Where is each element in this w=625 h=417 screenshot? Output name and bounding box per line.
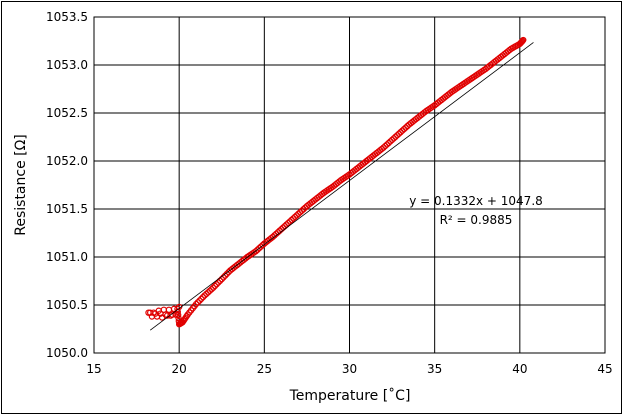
x-tick-label: 35 <box>427 362 442 376</box>
trendline <box>149 42 534 331</box>
r-squared-label: R² = 0.9885 <box>440 213 513 227</box>
data-point <box>194 299 202 306</box>
data-point <box>174 311 182 319</box>
trendline-equation: y = 0.1332x + 1047.8 <box>409 194 543 208</box>
y-tick-label: 1052.5 <box>46 106 88 120</box>
data-point <box>393 132 401 139</box>
data-points <box>145 36 527 328</box>
x-axis-label: Temperature [˚C] <box>289 387 411 404</box>
x-tick-label: 20 <box>172 362 187 376</box>
y-tick-label: 1052.0 <box>46 154 88 168</box>
data-point <box>208 286 215 293</box>
data-point <box>402 124 409 131</box>
data-point <box>257 243 265 250</box>
data-point <box>213 281 220 288</box>
y-tick-label: 1051.0 <box>46 250 88 264</box>
data-point <box>519 37 526 45</box>
data-point <box>196 297 203 304</box>
data-point <box>206 287 214 294</box>
data-point <box>291 213 299 221</box>
y-tick-label: 1051.5 <box>46 202 88 216</box>
gridlines <box>94 17 605 353</box>
y-tick-label: 1050.5 <box>46 298 88 312</box>
data-point <box>199 293 207 301</box>
x-tick-label: 30 <box>342 362 357 376</box>
y-axis-label: Resistance [Ω] <box>13 134 29 236</box>
data-point <box>385 139 392 147</box>
y-tick-labels: 1050.0 1050.5 1051.0 1051.5 1052.0 1052.5 1053… <box>46 10 88 360</box>
y-tick-label: 1053.5 <box>46 10 88 24</box>
data-point <box>211 282 219 290</box>
data-point <box>198 295 205 303</box>
x-tick-label: 15 <box>86 362 101 376</box>
data-point <box>191 302 198 310</box>
data-point <box>169 311 176 318</box>
data-point <box>147 309 154 316</box>
y-tick-label: 1053.0 <box>46 58 88 72</box>
x-tick-label: 45 <box>597 362 612 376</box>
data-point <box>223 270 231 278</box>
x-tick-labels: 15 20 25 30 35 40 45 <box>86 362 612 376</box>
x-tick-label: 25 <box>257 362 272 376</box>
data-point <box>215 279 222 286</box>
data-point <box>283 221 290 228</box>
data-point <box>174 305 181 313</box>
x-tick-label: 40 <box>512 362 527 376</box>
data-point <box>300 205 307 213</box>
y-tick-label: 1050.0 <box>46 346 88 360</box>
data-point <box>175 314 182 322</box>
